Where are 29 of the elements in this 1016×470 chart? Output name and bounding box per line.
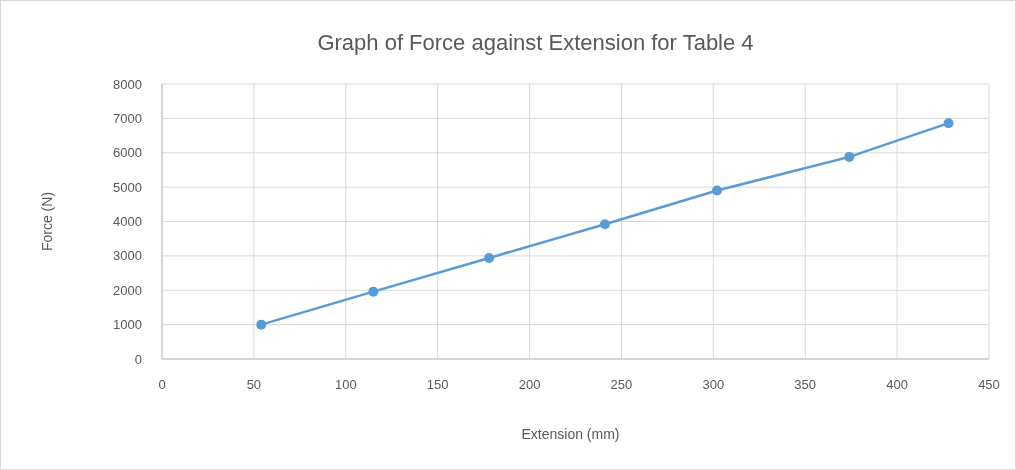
x-tick-label: 350 bbox=[794, 377, 817, 392]
y-tick-label: 1000 bbox=[113, 317, 142, 333]
y-tick-label: 2000 bbox=[113, 282, 142, 298]
y-tick-label: 3000 bbox=[113, 248, 142, 264]
point bbox=[484, 252, 495, 263]
x-tick-label: 400 bbox=[886, 377, 908, 392]
x-tick-label: 300 bbox=[702, 377, 725, 392]
y-axis-title: Force (N) bbox=[39, 191, 55, 252]
y-tick-label: 0 bbox=[134, 351, 142, 367]
x-tick-label: 100 bbox=[334, 377, 357, 392]
chart-title: Graph of Force against Extension for Table 4 bbox=[317, 30, 754, 55]
point bbox=[599, 219, 610, 230]
point bbox=[256, 319, 267, 330]
y-tick-label: 5000 bbox=[113, 179, 142, 195]
point bbox=[943, 118, 954, 129]
x-tick-label: 200 bbox=[518, 377, 541, 392]
x-axis-title: Extension (mm) bbox=[521, 426, 620, 442]
y-tick-label: 4000 bbox=[113, 214, 142, 230]
y-tick-label: 6000 bbox=[113, 145, 142, 161]
x-tick-label: 50 bbox=[246, 377, 262, 392]
x-tick-label: 250 bbox=[610, 377, 633, 392]
point bbox=[712, 185, 723, 196]
y-tick-label: 7000 bbox=[113, 110, 142, 126]
y-tick-label: 8000 bbox=[113, 76, 142, 92]
point bbox=[368, 286, 379, 297]
x-tick-label: 150 bbox=[426, 377, 449, 392]
x-tick-label: 450 bbox=[978, 377, 1000, 392]
point bbox=[844, 151, 855, 162]
x-tick-label: 0 bbox=[158, 377, 166, 392]
